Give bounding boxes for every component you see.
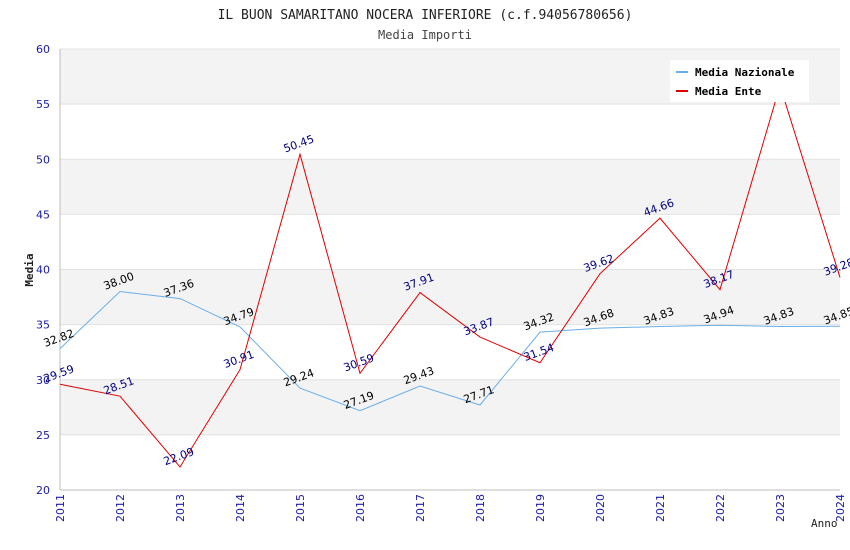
x-axis-label: Anno	[811, 517, 838, 530]
x-tick-label: 2020	[594, 494, 607, 522]
y-tick-label: 50	[36, 153, 50, 166]
chart-title: IL BUON SAMARITANO NOCERA INFERIORE (c.f…	[218, 8, 633, 23]
axes	[59, 49, 840, 491]
series-line	[59, 83, 841, 468]
x-tick-label: 2011	[54, 494, 67, 522]
grid-band	[60, 324, 840, 380]
x-tick-label: 2023	[774, 494, 787, 522]
y-tick-label: 20	[36, 484, 50, 497]
x-tick-labels: 2011 2012 2013 2014 2015 2016 2017 2018 2019 2020…	[54, 494, 847, 522]
grid-band	[60, 104, 840, 160]
y-tick-label: 55	[36, 98, 50, 111]
x-tick-label: 2024	[834, 494, 847, 522]
y-axis-label: Media	[23, 253, 36, 286]
series-lines	[59, 83, 841, 468]
x-tick-label: 2012	[114, 494, 127, 522]
x-tick-label: 2017	[414, 494, 427, 522]
grid-bands	[60, 48, 840, 491]
chart-subtitle: Media Importi	[378, 28, 472, 42]
grid-band	[60, 269, 840, 325]
x-tick-label: 2015	[294, 494, 307, 522]
legend: Media Nazionale Media Ente	[670, 60, 809, 102]
x-tick-label: 2016	[354, 494, 367, 522]
y-tick-label: 30	[36, 374, 50, 387]
y-tick-label: 25	[36, 429, 50, 442]
x-tick-label: 2013	[174, 494, 187, 522]
grid-band	[60, 214, 840, 270]
legend-box	[670, 60, 809, 102]
x-tick-label: 2022	[714, 494, 727, 522]
y-tick-labels: 20 25 30 35 40 45 50 55 60	[36, 43, 50, 497]
x-tick-label: 2019	[534, 494, 547, 522]
x-tick-label: 2014	[234, 494, 247, 522]
y-tick-label: 45	[36, 208, 50, 221]
grid-band	[60, 434, 840, 490]
grid-band	[60, 379, 840, 435]
x-tick-label: 2018	[474, 494, 487, 522]
legend-label: Media Nazionale	[695, 66, 795, 79]
grid-band	[60, 159, 840, 215]
legend-label: Media Ente	[695, 85, 762, 98]
y-tick-label: 40	[36, 264, 50, 277]
y-tick-label: 60	[36, 43, 50, 56]
x-tick-label: 2021	[654, 494, 667, 522]
y-tick-label: 35	[36, 319, 50, 332]
series-line	[59, 291, 841, 412]
